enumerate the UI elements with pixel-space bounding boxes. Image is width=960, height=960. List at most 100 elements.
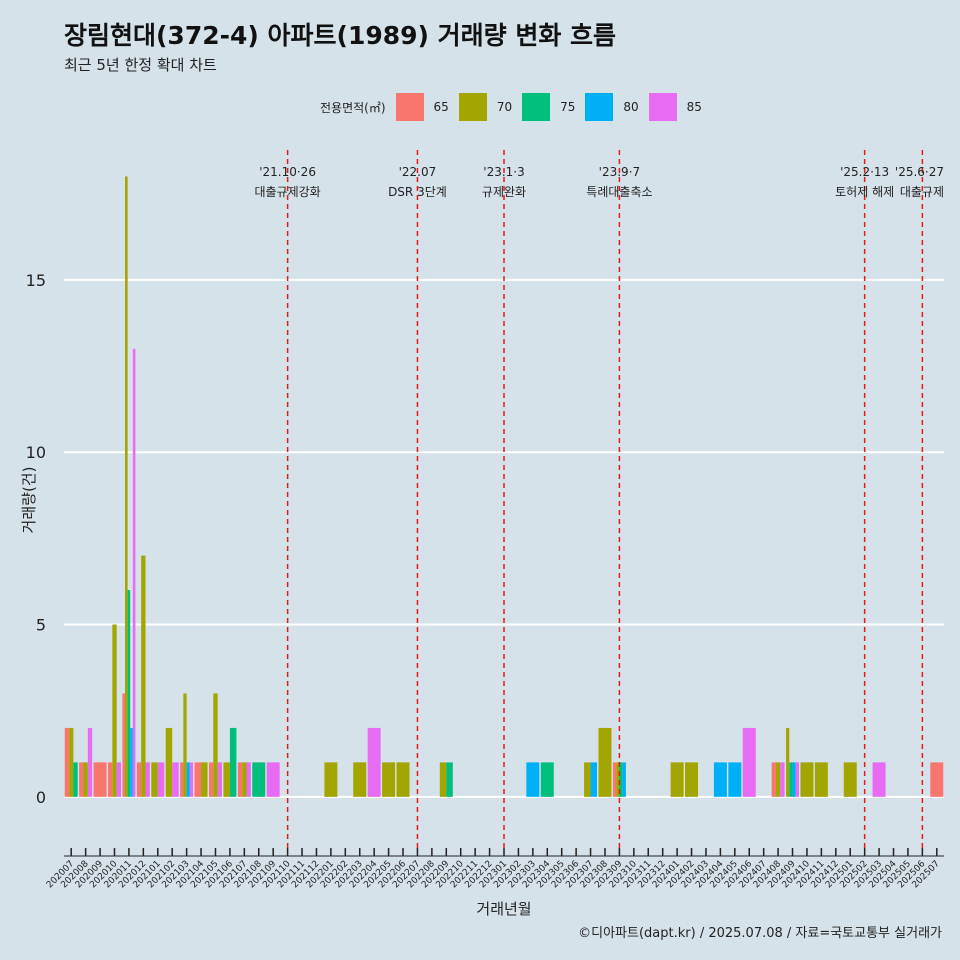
event-label-4: 특례대출축소 [586, 185, 652, 199]
bar-202405-80 [728, 762, 742, 797]
bar-202007-75 [73, 762, 78, 797]
bar-202105-65 [208, 762, 214, 797]
bar-202011-75 [127, 590, 131, 797]
bar-202103-70 [183, 693, 187, 797]
bar-202503-85 [872, 762, 886, 797]
event-label-2: DSR 3단계 [388, 185, 447, 199]
event-date-6: '25.6·27 [895, 165, 944, 179]
bar-202201-70 [324, 762, 338, 797]
legend-swatch-80 [585, 93, 614, 121]
event-date-1: '21.10·26 [259, 165, 316, 179]
bar-202409-85 [795, 762, 800, 797]
event-label-6: 대출규제 [900, 185, 944, 199]
bar-202009-65 [93, 762, 107, 797]
bar-202209-70 [439, 762, 447, 797]
bar-202401-70 [670, 762, 684, 797]
bar-202010-70 [112, 624, 117, 797]
event-label-1: 대출규제강화 [254, 185, 320, 199]
bar-202309-70 [616, 762, 620, 797]
bar-202104-70 [201, 762, 208, 797]
y-tick-label-10: 10 [26, 443, 46, 462]
bar-202106-75 [229, 727, 237, 797]
bar-202409-80 [792, 762, 796, 797]
bar-202012-70 [141, 555, 146, 797]
legend: 전용면적(㎡) 65 70 75 80 85 [320, 93, 712, 121]
bar-202007-65 [64, 727, 70, 797]
bar-202011-80 [130, 727, 133, 797]
legend-label-75: 75 [560, 100, 576, 114]
bar-202103-80 [186, 762, 190, 797]
bar-202107-70 [242, 762, 247, 797]
bar-202410-70 [800, 762, 814, 797]
bar-202109-85 [266, 762, 280, 797]
bar-202303-80 [526, 762, 540, 797]
bar-202408-65 [771, 762, 776, 797]
bar-202307-70 [584, 762, 591, 797]
bar-202404-80 [713, 762, 727, 797]
legend-item-80: 80 [585, 93, 639, 121]
y-tick-label-15: 15 [26, 271, 46, 290]
bar-202105-85 [217, 762, 222, 797]
bar-202012-85 [145, 762, 150, 797]
chart-title: 장림현대(372-4) 아파트(1989) 거래량 변화 흐름 [64, 21, 617, 50]
bar-202411-70 [814, 762, 828, 797]
legend-item-85: 85 [648, 93, 702, 121]
bar-202008-85 [87, 727, 93, 797]
event-label-5: 토허제 해제 [835, 185, 894, 199]
bar-202008-65 [79, 762, 84, 797]
bar-202507-65 [930, 762, 944, 797]
legend-label-80: 80 [623, 100, 639, 114]
bar-202012-65 [136, 762, 142, 797]
bar-202409-75 [789, 762, 793, 797]
bar-202011-85 [132, 348, 136, 797]
legend-swatch-70 [458, 93, 487, 121]
legend-item-70: 70 [458, 93, 513, 121]
legend-label-70: 70 [496, 100, 513, 114]
bar-202209-75 [446, 762, 453, 797]
legend-swatch-65 [395, 93, 424, 121]
bar-202406-85 [742, 727, 756, 797]
bar-202204-85 [367, 727, 381, 797]
bar-202309-75 [619, 762, 623, 797]
bar-202307-80 [590, 762, 598, 797]
bar-202205-70 [382, 762, 396, 797]
bar-202402-70 [685, 762, 699, 797]
legend-item-65: 65 [395, 93, 449, 121]
y-tick-label-5: 5 [36, 616, 46, 635]
bar-202501-70 [843, 762, 857, 797]
bar-202103-85 [189, 762, 194, 797]
bar-202102-85 [172, 762, 179, 797]
bar-202408-85 [780, 762, 785, 797]
legend-label-65: 65 [433, 100, 449, 114]
bar-202107-85 [246, 762, 251, 797]
bar-202108-75 [252, 762, 266, 797]
y-axis-title: 거래량(건) [20, 467, 38, 534]
bar-202011-70 [125, 176, 128, 797]
bar-202010-65 [108, 762, 113, 797]
legend-swatch-85 [648, 93, 677, 121]
bar-202102-70 [165, 727, 173, 797]
event-date-2: '22.07 [399, 165, 437, 179]
event-date-3: '23.1·3 [483, 165, 524, 179]
bar-202007-70 [69, 727, 74, 797]
event-label-3: 규제완화 [482, 185, 526, 199]
bar-202409-70 [786, 727, 790, 797]
bar-202107-65 [237, 762, 243, 797]
bar-202308-70 [598, 727, 612, 797]
bar-202101-85 [157, 762, 165, 797]
bar-202101-70 [151, 762, 158, 797]
bar-202309-65 [612, 762, 617, 797]
bar-202008-70 [83, 762, 88, 797]
bar-202103-65 [180, 762, 184, 797]
legend-label-85: 85 [686, 100, 702, 114]
bar-202408-70 [775, 762, 781, 797]
chart-subtitle: 최근 5년 한정 확대 차트 [64, 56, 217, 74]
event-date-4: '23.9·7 [599, 165, 640, 179]
legend-title: 전용면적(㎡) [320, 100, 386, 115]
bar-202203-70 [353, 762, 367, 797]
bar-202104-65 [194, 762, 202, 797]
bar-202106-70 [223, 762, 230, 797]
x-axis-title: 거래년월 [476, 900, 531, 918]
